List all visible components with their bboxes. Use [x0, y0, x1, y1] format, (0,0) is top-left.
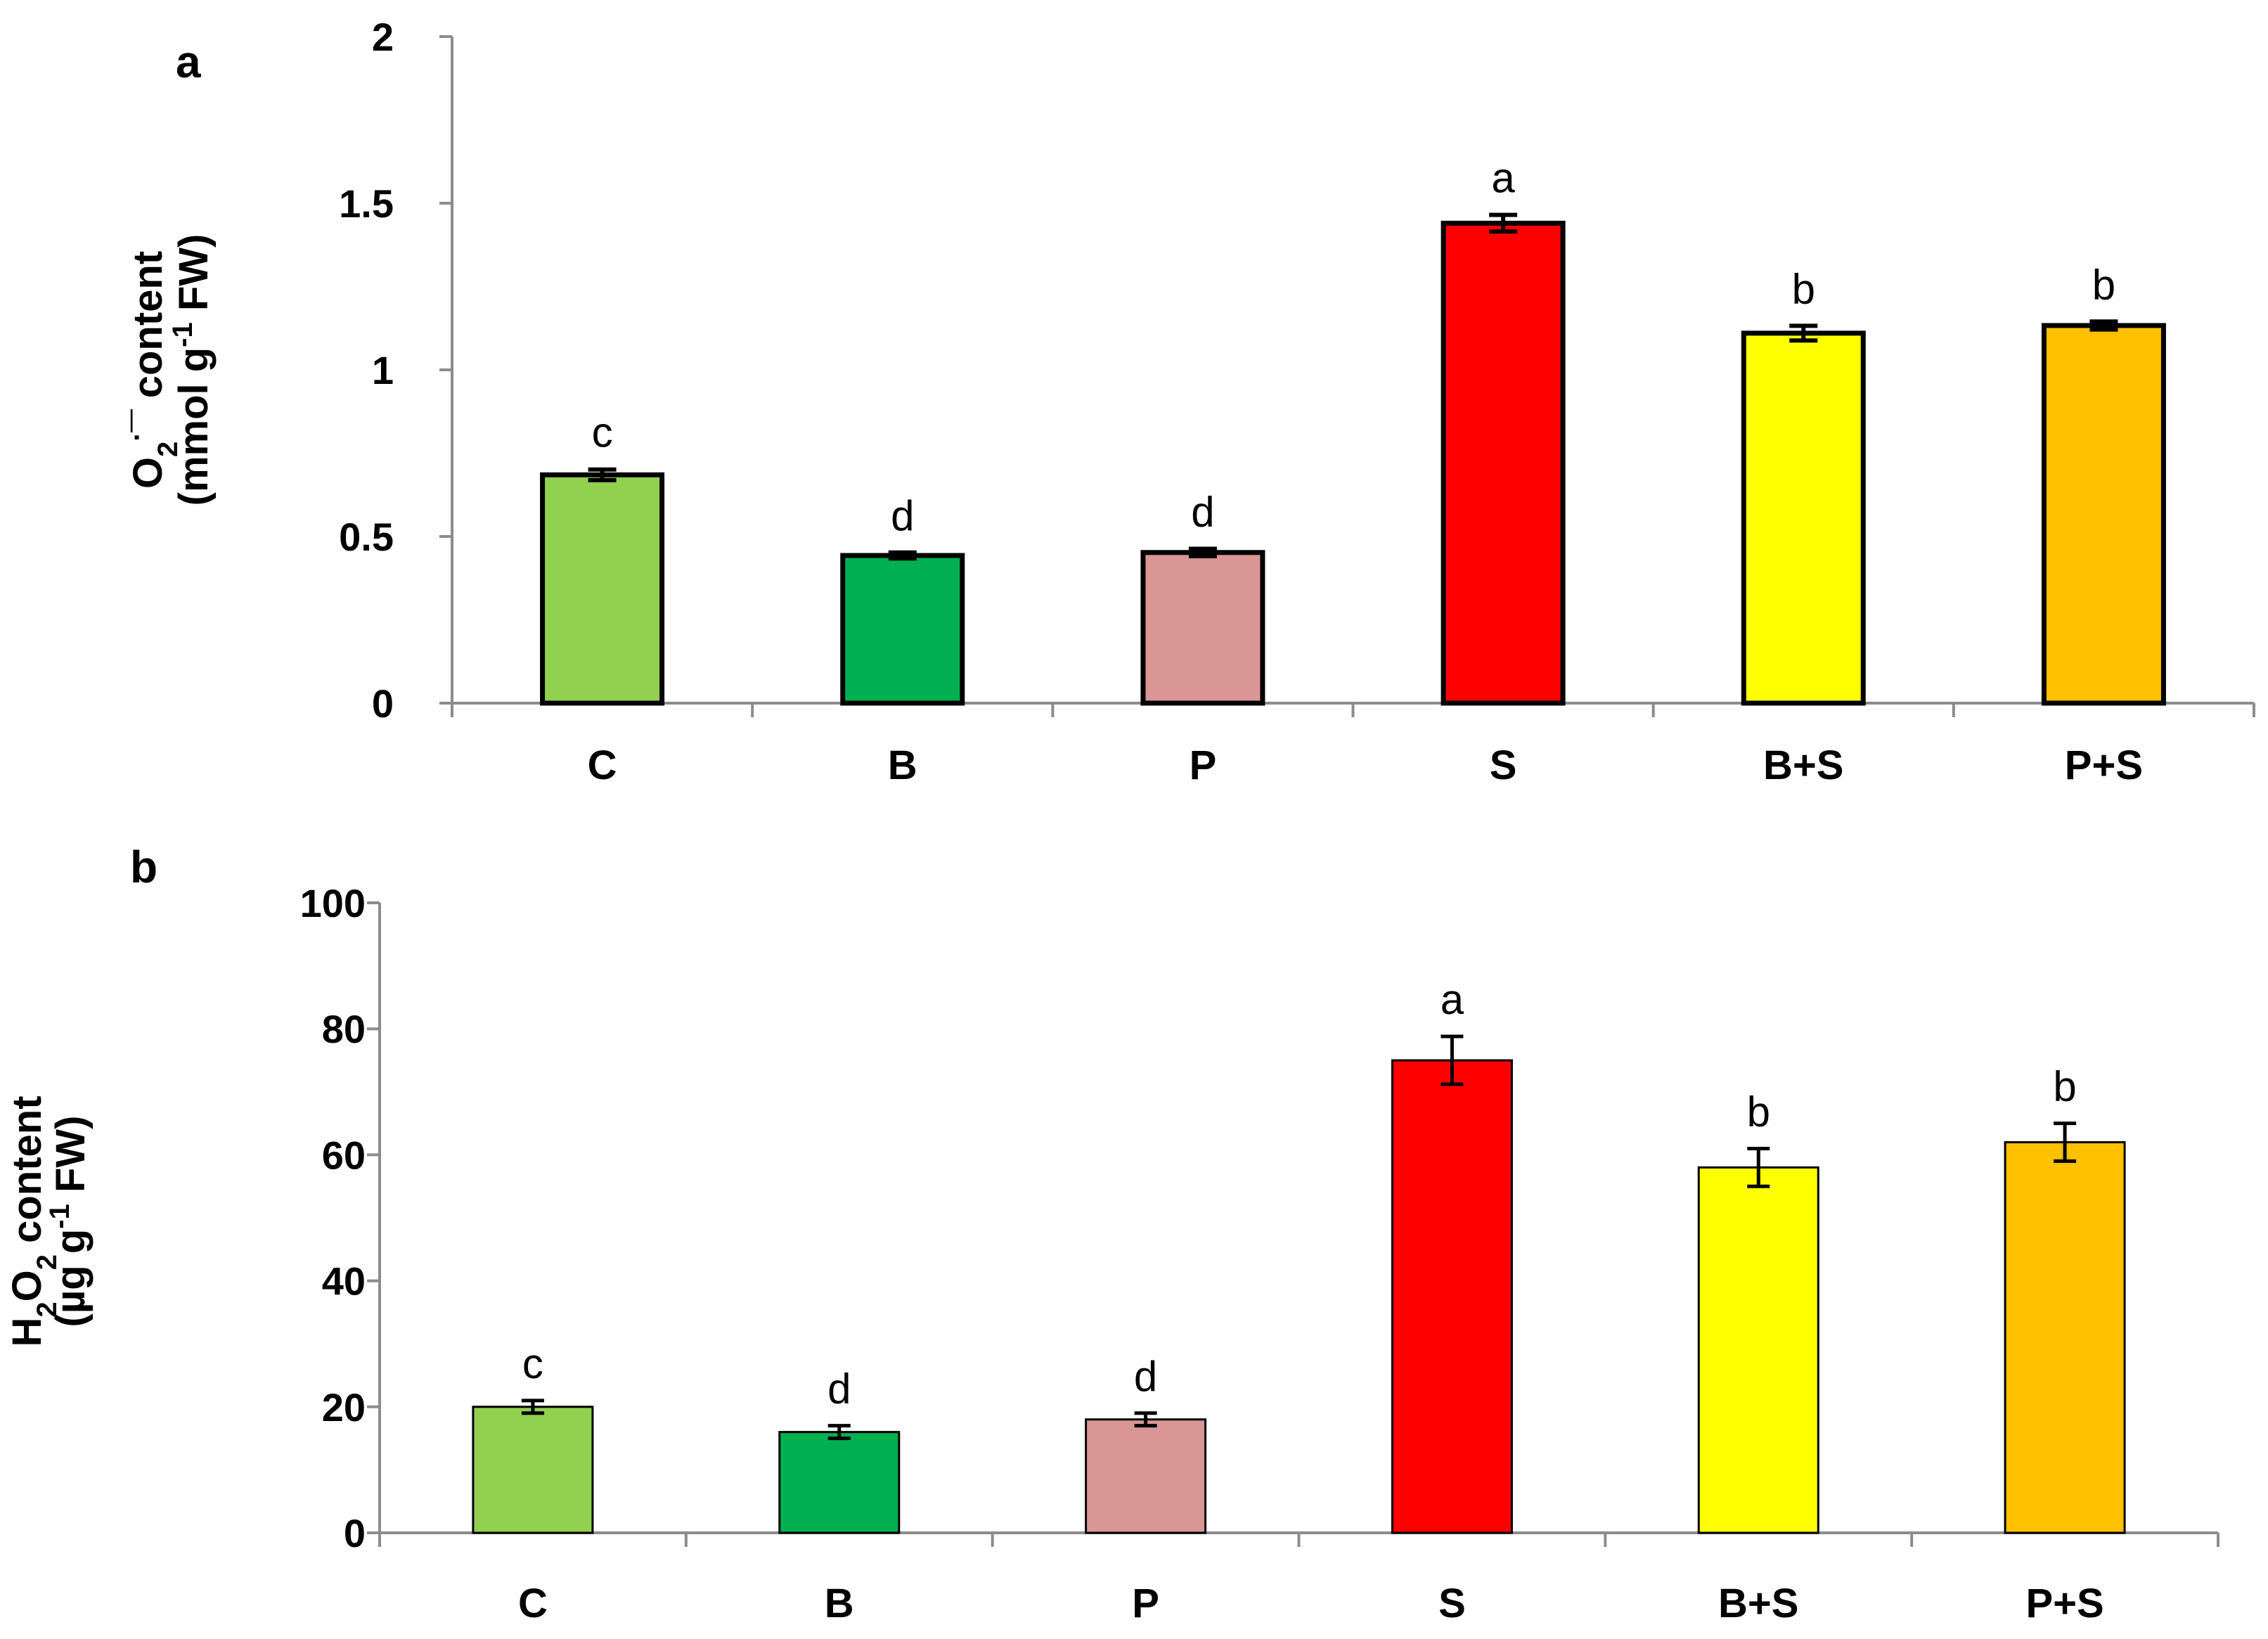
error-bar — [888, 550, 917, 561]
y-axis-title-part: FW) — [171, 234, 217, 323]
error-bar — [1789, 323, 1818, 343]
error-bar — [588, 467, 617, 482]
error-bar — [827, 1424, 851, 1441]
y-axis-title-part: 2 — [32, 1254, 63, 1270]
y-axis-title-part: · — [122, 432, 153, 441]
error-bar — [2089, 319, 2118, 332]
error-bar — [1188, 546, 1217, 558]
bar-s — [1441, 220, 1566, 706]
bar-p-plus-s — [2004, 1140, 2126, 1534]
bar-b-plus-s — [1741, 330, 1866, 706]
bar-b — [778, 1431, 901, 1534]
y-tick-label: 40 — [322, 1259, 366, 1304]
bar-c — [540, 472, 665, 706]
bar-b-plus-s — [1697, 1166, 1819, 1534]
category-label: S — [1438, 1581, 1466, 1626]
y-axis-title-part: H — [4, 1318, 50, 1347]
significance-letter: d — [1191, 489, 1214, 536]
category-label: S — [1490, 743, 1517, 788]
significance-letter: a — [1491, 155, 1515, 202]
panel-letter: a — [176, 37, 201, 87]
significance-letter: d — [1134, 1353, 1157, 1400]
significance-letter: b — [2053, 1063, 2076, 1110]
significance-letter: d — [891, 492, 914, 539]
category-label: B — [888, 743, 917, 788]
category-label: B+S — [1718, 1581, 1798, 1626]
bar-b — [840, 553, 965, 706]
y-tick-label: 20 — [322, 1385, 366, 1429]
y-tick-label: 0 — [372, 681, 394, 726]
bar-p — [1085, 1418, 1207, 1534]
y-axis-title-line: (µg g-1 FW) — [44, 1116, 94, 1328]
category-label: P+S — [2025, 1581, 2103, 1626]
y-axis-title-line: (mmol g-1 FW) — [167, 234, 217, 506]
error-bar — [1489, 212, 1518, 234]
error-bar — [2054, 1121, 2077, 1163]
category-label: P+S — [2065, 743, 2143, 788]
y-axis-title-line: O2·¯ content — [122, 251, 183, 489]
y-axis-title-part: 2 — [153, 442, 183, 457]
y-tick-label: 1 — [372, 348, 394, 392]
y-axis-title-part: (mmol g — [171, 347, 217, 506]
y-axis-title-part: ¯ content — [125, 251, 171, 433]
significance-letter: c — [592, 409, 613, 456]
y-axis-title-part: (µg g — [48, 1229, 94, 1328]
significance-letter: c — [522, 1340, 543, 1387]
y-axis-title-part: -1 — [44, 1204, 75, 1229]
y-tick-label: 100 — [300, 881, 366, 925]
y-axis-title-part: FW) — [48, 1116, 94, 1204]
significance-letter: b — [1792, 265, 1815, 312]
y-axis-title-part: O — [125, 457, 171, 489]
category-label: B+S — [1763, 743, 1843, 788]
significance-letter: b — [1747, 1088, 1770, 1135]
category-label: P — [1190, 743, 1217, 788]
error-bar — [1134, 1411, 1157, 1428]
significance-letter: a — [1441, 976, 1464, 1023]
bar-s — [1391, 1059, 1513, 1534]
y-tick-label: 0 — [344, 1511, 366, 1555]
y-axis-title-part: O — [4, 1270, 50, 1301]
error-bar — [1747, 1146, 1770, 1188]
category-label: C — [518, 1581, 548, 1626]
y-tick-label: 1.5 — [339, 181, 394, 226]
error-bar — [521, 1399, 544, 1415]
category-label: B — [825, 1581, 854, 1626]
bar-p-plus-s — [2041, 323, 2166, 706]
bar-c — [472, 1406, 594, 1534]
significance-letter: b — [2092, 261, 2115, 308]
y-tick-label: 60 — [322, 1133, 366, 1177]
y-tick-label: 2 — [372, 15, 394, 59]
y-tick-label: 80 — [322, 1007, 366, 1051]
bar-p — [1140, 550, 1265, 706]
category-label: P — [1132, 1581, 1159, 1626]
category-label: C — [588, 743, 617, 788]
panel-letter: b — [130, 842, 157, 892]
y-axis-title-part: 2 — [32, 1301, 63, 1317]
y-axis-title-part: content — [4, 1095, 50, 1254]
significance-letter: d — [827, 1365, 851, 1413]
y-axis-title-part: -1 — [167, 322, 198, 347]
y-tick-label: 0.5 — [339, 515, 394, 559]
error-bar — [1441, 1034, 1464, 1086]
y-axis-title-line: H2O2 content — [4, 1095, 63, 1346]
